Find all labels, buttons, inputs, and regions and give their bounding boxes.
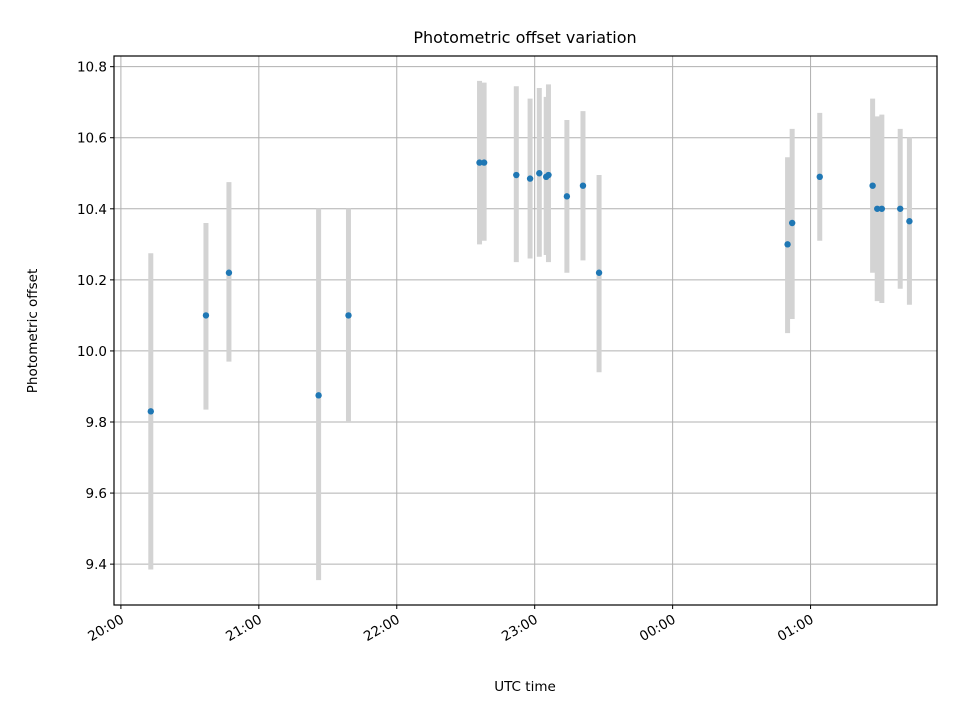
data-point: [788, 219, 796, 227]
data-point: [480, 159, 488, 166]
data-point: [595, 269, 603, 276]
y-tick-label: 9.4: [86, 557, 107, 573]
grid-lines: [114, 56, 937, 605]
data-point: [906, 218, 913, 225]
data-point: [784, 241, 791, 248]
y-tick-label: 10.8: [77, 60, 107, 76]
data-points: [147, 159, 913, 415]
chart-title: Photometric offset variation: [413, 28, 636, 47]
y-tick-label: 9.8: [86, 415, 107, 431]
data-point: [816, 173, 823, 181]
data-point: [545, 171, 552, 179]
x-axis-label: UTC time: [494, 679, 556, 695]
y-axis-label: Photometric offset: [25, 269, 41, 393]
data-point: [225, 269, 233, 276]
data-point: [315, 392, 322, 399]
data-point: [476, 159, 483, 166]
y-tick-label: 10.0: [77, 344, 107, 360]
data-point: [874, 205, 881, 212]
y-tick-label: 10.6: [77, 131, 107, 147]
data-point: [563, 193, 571, 200]
data-point: [897, 205, 904, 212]
data-point: [147, 408, 154, 415]
data-point: [526, 175, 534, 182]
data-point: [579, 182, 587, 189]
y-axis-ticks: 9.4 9.6 9.8 10.0 10.2 10.4 10.6 10.8: [77, 60, 114, 573]
data-point: [513, 171, 520, 179]
plot-frame: [113, 55, 938, 606]
data-point: [878, 205, 886, 212]
y-tick-label: 10.2: [77, 273, 107, 289]
y-tick-label: 9.6: [86, 486, 107, 502]
y-tick-label: 10.4: [77, 202, 107, 218]
data-point: [345, 312, 352, 319]
data-point: [202, 312, 210, 319]
data-point: [536, 170, 543, 177]
data-point: [869, 182, 876, 189]
